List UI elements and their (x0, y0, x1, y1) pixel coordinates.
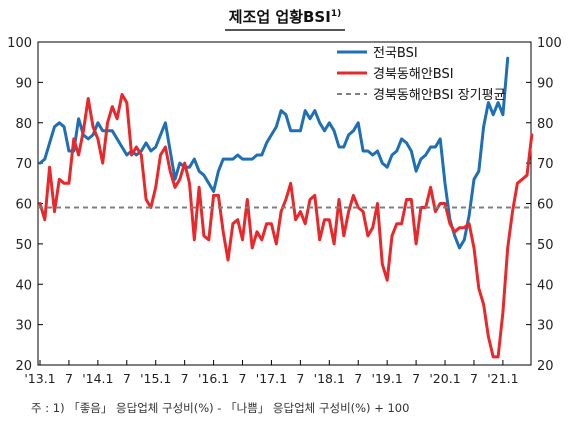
y-tick-label-left: 80 (15, 117, 32, 132)
y-tick-label-right: 40 (537, 278, 554, 293)
y-tick-label-right: 60 (537, 198, 554, 213)
y-tick-label-right: 20 (537, 359, 554, 374)
x-tick-label: 7 (181, 371, 189, 386)
x-tick-label: '19.1 (372, 371, 403, 386)
x-tick-label: '20.1 (429, 371, 460, 386)
chart-title: 제조업 업황BSI1) (224, 6, 346, 31)
x-tick-label: 7 (123, 371, 131, 386)
y-tick-label-left: 100 (7, 36, 32, 51)
x-tick-label: '15.1 (140, 371, 171, 386)
y-tick-label-right: 100 (537, 36, 562, 51)
x-tick-label: '18.1 (314, 371, 345, 386)
x-tick-label: 7 (65, 371, 73, 386)
y-tick-label-right: 80 (537, 117, 554, 132)
y-tick-label-left: 30 (15, 319, 32, 334)
x-tick-label: '16.1 (198, 371, 229, 386)
y-tick-label-right: 70 (537, 157, 554, 172)
x-tick-label: 7 (296, 371, 304, 386)
x-tick-label: '14.1 (82, 371, 113, 386)
x-tick-label: 7 (412, 371, 420, 386)
y-tick-label-left: 50 (15, 238, 32, 253)
x-tick-label: '21.1 (487, 371, 518, 386)
y-tick-label-left: 70 (15, 157, 32, 172)
y-tick-label-left: 60 (15, 198, 32, 213)
x-tick-label: '17.1 (256, 371, 287, 386)
chart-title-text: 제조업 업황BSI (228, 8, 331, 26)
x-tick-label: 7 (354, 371, 362, 386)
x-tick-label: 7 (239, 371, 247, 386)
legend-label: 경북동해안BSI (373, 67, 454, 82)
chart-title-wrap: 제조업 업황BSI1) (0, 6, 570, 31)
y-tick-label-right: 30 (537, 319, 554, 334)
x-tick-label: '13.1 (24, 371, 55, 386)
chart-title-superscript: 1) (330, 9, 342, 19)
y-tick-label-left: 40 (15, 278, 32, 293)
y-tick-label-left: 90 (15, 76, 32, 91)
series-line-national (38, 56, 510, 250)
x-tick-label: 7 (470, 371, 478, 386)
y-tick-label-left: 20 (15, 359, 32, 374)
legend-label: 전국BSI (373, 46, 418, 61)
series-line-gyeongbuk (38, 93, 534, 359)
y-tick-label-right: 90 (537, 76, 554, 91)
legend-label: 경북동해안BSI 장기평균 (373, 88, 506, 103)
y-tick-label-right: 50 (537, 238, 554, 253)
chart-footnote: 주 : 1) 「좋음」 응답업체 구성비(%) - 「나쁨」 응답업체 구성비(… (31, 401, 410, 415)
